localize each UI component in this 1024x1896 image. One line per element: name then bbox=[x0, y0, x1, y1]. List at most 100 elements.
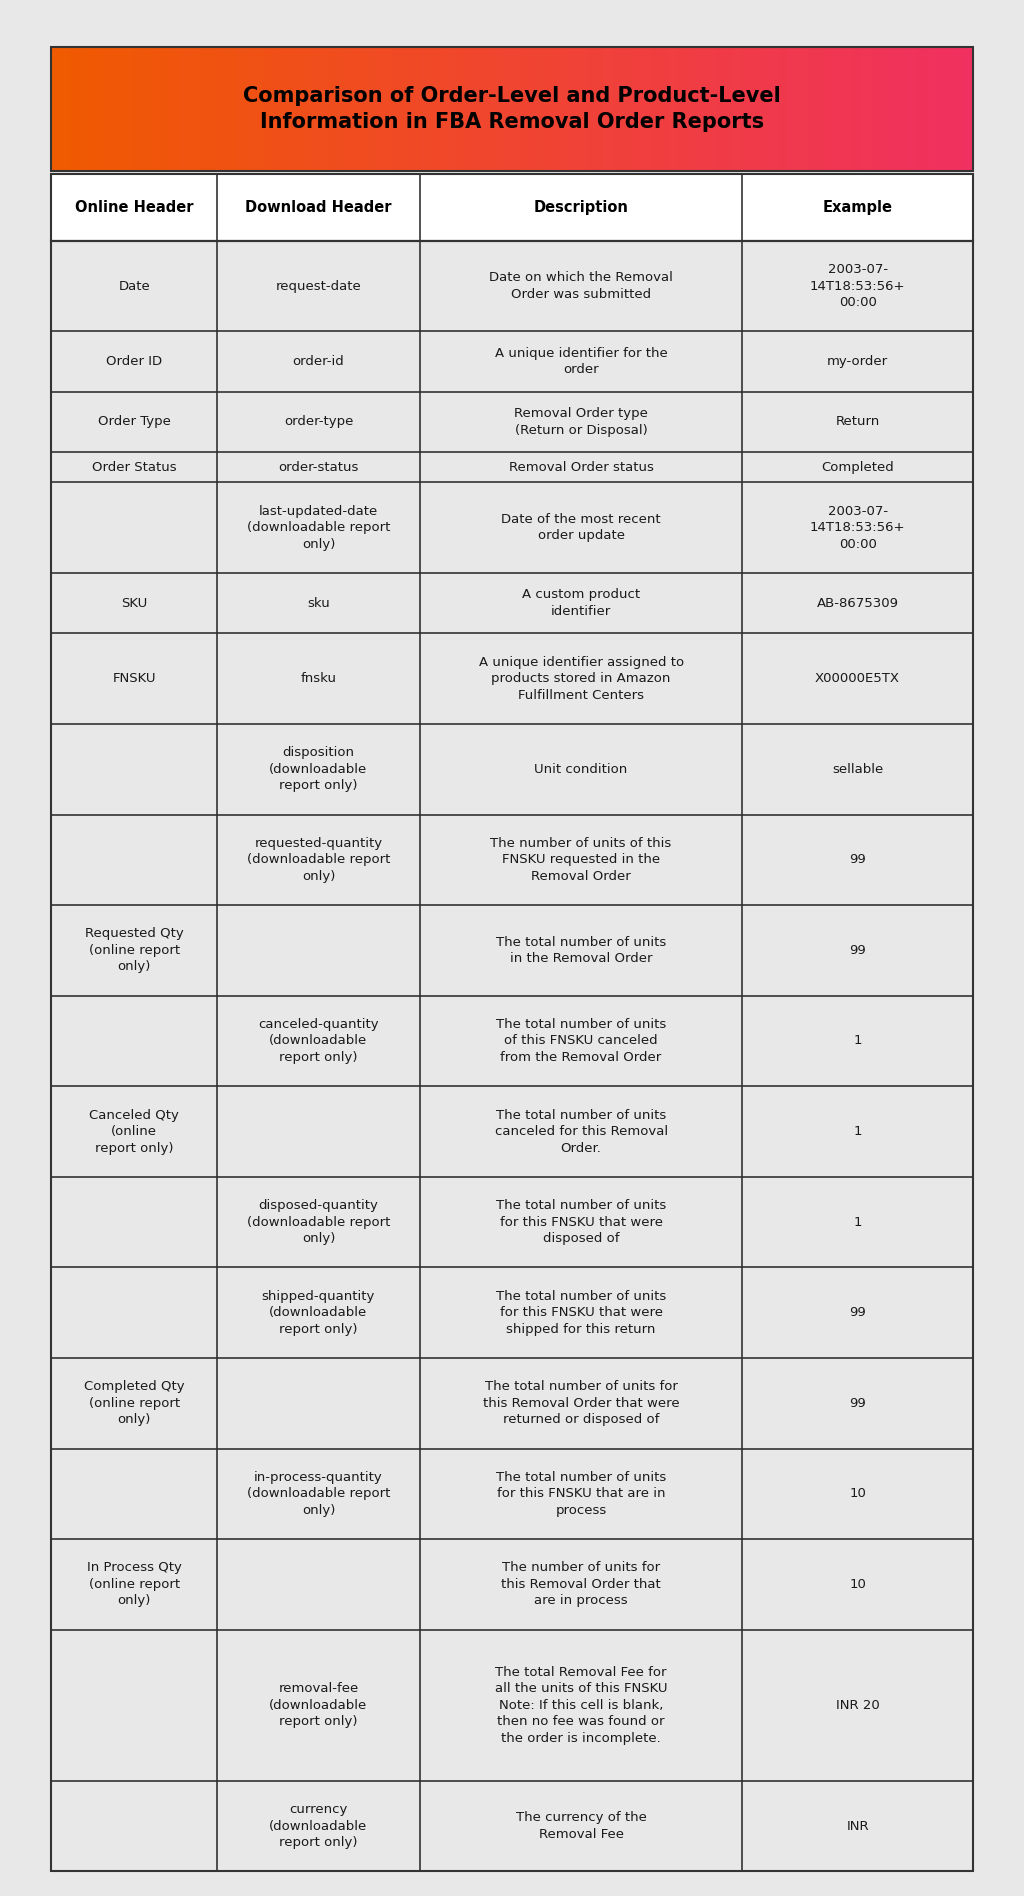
Bar bbox=[51, 1086, 973, 1177]
Text: The total number of units
canceled for this Removal
Order.: The total number of units canceled for t… bbox=[495, 1109, 668, 1155]
Text: Example: Example bbox=[822, 201, 893, 214]
Bar bbox=[927, 47, 937, 171]
Bar bbox=[88, 47, 98, 171]
Text: The total number of units
of this FNSKU canceled
from the Removal Order: The total number of units of this FNSKU … bbox=[496, 1018, 667, 1064]
Bar bbox=[125, 47, 135, 171]
Bar bbox=[51, 1631, 973, 1780]
Bar bbox=[300, 47, 310, 171]
Bar bbox=[816, 47, 826, 171]
Bar bbox=[51, 241, 973, 332]
Text: Completed Qty
(online report
only): Completed Qty (online report only) bbox=[84, 1380, 184, 1426]
Bar bbox=[742, 47, 753, 171]
Text: AB-8675309: AB-8675309 bbox=[816, 597, 899, 611]
Text: 1: 1 bbox=[853, 1035, 862, 1047]
Bar bbox=[761, 47, 771, 171]
Text: 99: 99 bbox=[849, 1397, 866, 1411]
Bar bbox=[51, 995, 973, 1086]
Bar bbox=[604, 47, 614, 171]
Bar bbox=[586, 47, 596, 171]
Bar bbox=[189, 47, 200, 171]
Text: The total number of units
for this FNSKU that were
disposed of: The total number of units for this FNSKU… bbox=[496, 1198, 667, 1246]
Text: order-status: order-status bbox=[279, 461, 358, 474]
Bar bbox=[217, 47, 227, 171]
Bar bbox=[60, 47, 71, 171]
Text: Date: Date bbox=[118, 279, 151, 292]
Bar bbox=[51, 1780, 973, 1871]
Text: fnsku: fnsku bbox=[300, 671, 337, 684]
Bar bbox=[567, 47, 578, 171]
Bar bbox=[835, 47, 845, 171]
Text: The total number of units
for this FNSKU that are in
process: The total number of units for this FNSKU… bbox=[496, 1471, 667, 1517]
Bar bbox=[70, 47, 80, 171]
Bar bbox=[291, 47, 301, 171]
Bar bbox=[945, 47, 955, 171]
Text: Download Header: Download Header bbox=[245, 201, 392, 214]
Text: A unique identifier for the
order: A unique identifier for the order bbox=[495, 347, 668, 375]
Bar bbox=[429, 47, 439, 171]
Text: request-date: request-date bbox=[275, 279, 361, 292]
Text: currency
(downloadable
report only): currency (downloadable report only) bbox=[269, 1803, 368, 1849]
Text: Order Status: Order Status bbox=[92, 461, 176, 474]
Bar bbox=[106, 47, 117, 171]
Bar bbox=[779, 47, 790, 171]
Text: FNSKU: FNSKU bbox=[113, 671, 156, 684]
Bar bbox=[650, 47, 660, 171]
Text: Date on which the Removal
Order was submitted: Date on which the Removal Order was subm… bbox=[489, 271, 673, 301]
Bar bbox=[623, 47, 633, 171]
Bar bbox=[549, 47, 559, 171]
Bar bbox=[392, 47, 402, 171]
Text: Comparison of Order-Level and Product-Level
Information in FBA Removal Order Rep: Comparison of Order-Level and Product-Le… bbox=[243, 85, 781, 133]
Bar bbox=[521, 47, 531, 171]
Text: Online Header: Online Header bbox=[75, 201, 194, 214]
Bar bbox=[328, 47, 338, 171]
Bar bbox=[706, 47, 716, 171]
Bar bbox=[236, 47, 246, 171]
Bar bbox=[153, 47, 163, 171]
Bar bbox=[51, 633, 973, 724]
Text: removal-fee
(downloadable
report only): removal-fee (downloadable report only) bbox=[269, 1682, 368, 1729]
Bar bbox=[411, 47, 421, 171]
Bar bbox=[97, 47, 108, 171]
Bar bbox=[51, 174, 973, 241]
Bar bbox=[171, 47, 181, 171]
Text: The total number of units
in the Removal Order: The total number of units in the Removal… bbox=[496, 935, 667, 965]
Text: 1: 1 bbox=[853, 1124, 862, 1138]
Bar bbox=[890, 47, 900, 171]
Bar bbox=[337, 47, 347, 171]
Bar bbox=[687, 47, 697, 171]
Bar bbox=[254, 47, 264, 171]
Bar bbox=[899, 47, 909, 171]
Bar bbox=[79, 47, 89, 171]
Bar bbox=[199, 47, 209, 171]
Text: Completed: Completed bbox=[821, 461, 894, 474]
Bar bbox=[724, 47, 734, 171]
Bar bbox=[659, 47, 670, 171]
Bar bbox=[51, 392, 973, 451]
Bar bbox=[964, 47, 974, 171]
Bar bbox=[51, 451, 973, 482]
Bar bbox=[365, 47, 375, 171]
Text: Description: Description bbox=[534, 201, 629, 214]
Bar bbox=[51, 815, 973, 904]
Bar bbox=[116, 47, 126, 171]
Text: my-order: my-order bbox=[827, 355, 888, 368]
Bar bbox=[936, 47, 946, 171]
Bar bbox=[162, 47, 172, 171]
Text: 99: 99 bbox=[849, 853, 866, 866]
Bar bbox=[51, 1540, 973, 1631]
Text: 1: 1 bbox=[853, 1215, 862, 1229]
Text: The total number of units for
this Removal Order that were
returned or disposed : The total number of units for this Remov… bbox=[482, 1380, 680, 1426]
Bar bbox=[51, 47, 973, 171]
Text: sku: sku bbox=[307, 597, 330, 611]
Text: SKU: SKU bbox=[121, 597, 147, 611]
Bar bbox=[595, 47, 605, 171]
Bar bbox=[475, 47, 485, 171]
Text: The total Removal Fee for
all the units of this FNSKU
Note: If this cell is blan: The total Removal Fee for all the units … bbox=[495, 1667, 668, 1744]
Text: disposed-quantity
(downloadable report
only): disposed-quantity (downloadable report o… bbox=[247, 1198, 390, 1246]
Text: Order Type: Order Type bbox=[97, 415, 171, 428]
Text: 99: 99 bbox=[849, 1306, 866, 1320]
Text: The number of units for
this Removal Order that
are in process: The number of units for this Removal Ord… bbox=[501, 1562, 662, 1608]
Bar bbox=[908, 47, 919, 171]
Text: in-process-quantity
(downloadable report
only): in-process-quantity (downloadable report… bbox=[247, 1471, 390, 1517]
Text: requested-quantity
(downloadable report
only): requested-quantity (downloadable report … bbox=[247, 836, 390, 884]
